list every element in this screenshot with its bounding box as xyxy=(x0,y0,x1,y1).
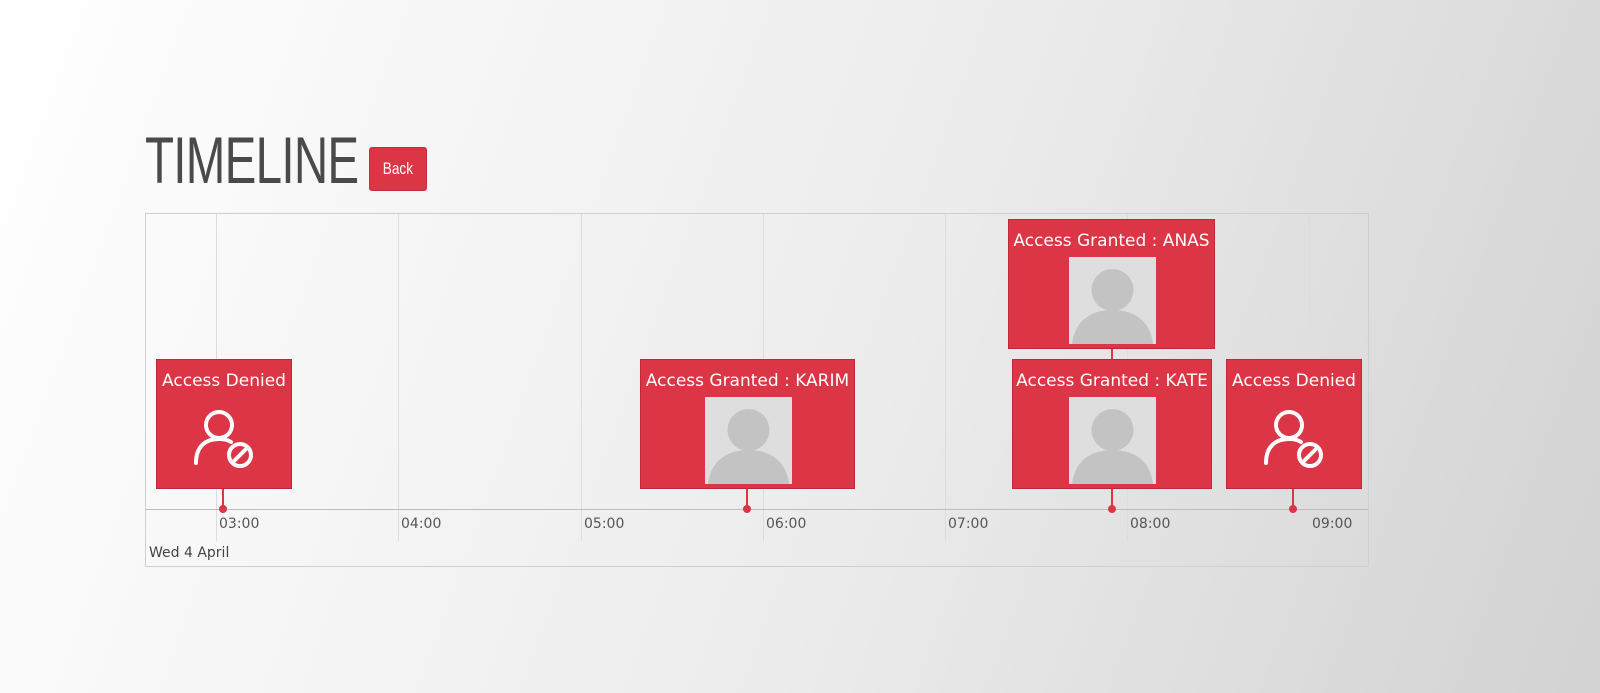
back-button[interactable]: Back xyxy=(369,147,427,191)
avatar-placeholder-icon xyxy=(1069,397,1156,484)
event-card-access-granted-karim[interactable]: Access Granted : KARIM xyxy=(640,359,855,489)
avatar-placeholder-icon xyxy=(705,397,792,484)
event-connector xyxy=(222,489,224,509)
tick-label-0400: 04:00 xyxy=(401,516,442,532)
grid-line xyxy=(581,214,582,541)
tick-label-0900: 09:00 xyxy=(1312,516,1353,532)
header: TIMELINE Back xyxy=(145,123,441,197)
event-card-access-denied[interactable]: Access Denied xyxy=(1226,359,1362,489)
user-blocked-icon xyxy=(188,400,263,475)
event-title: Access Denied xyxy=(1232,371,1356,391)
event-card-access-denied[interactable]: Access Denied xyxy=(156,359,292,489)
tick-label-0500: 05:00 xyxy=(584,516,625,532)
event-connector xyxy=(1111,349,1113,359)
tick-label-0600: 06:00 xyxy=(766,516,807,532)
back-button-label: Back xyxy=(382,159,414,178)
tick-label-0700: 07:00 xyxy=(948,516,989,532)
event-title: Access Granted : KARIM xyxy=(645,371,850,391)
tick-label-0800: 08:00 xyxy=(1130,516,1171,532)
event-card-access-granted-kate[interactable]: Access Granted : KATE xyxy=(1012,359,1212,489)
event-card-access-granted-anas[interactable]: Access Granted : ANAS xyxy=(1008,219,1215,349)
event-title: Access Denied xyxy=(162,371,286,391)
event-dot xyxy=(743,505,751,513)
avatar-placeholder-icon xyxy=(1069,257,1156,344)
page-title: TIMELINE xyxy=(145,123,359,197)
event-dot xyxy=(1289,505,1297,513)
tick-label-0300: 03:00 xyxy=(219,516,260,532)
event-dot xyxy=(1108,505,1116,513)
user-blocked-icon xyxy=(1258,400,1333,475)
event-dot xyxy=(219,505,227,513)
grid-line xyxy=(398,214,399,541)
timeline-panel[interactable]: 03:00 04:00 05:00 06:00 07:00 08:00 09:0… xyxy=(145,213,1369,567)
event-connector xyxy=(1292,489,1294,509)
event-title: Access Granted : KATE xyxy=(1016,371,1208,391)
event-title: Access Granted : ANAS xyxy=(1013,231,1210,251)
event-connector xyxy=(1111,489,1113,509)
grid-line xyxy=(945,214,946,541)
time-axis xyxy=(146,509,1368,510)
date-label: Wed 4 April xyxy=(149,545,230,561)
event-connector xyxy=(746,489,748,509)
